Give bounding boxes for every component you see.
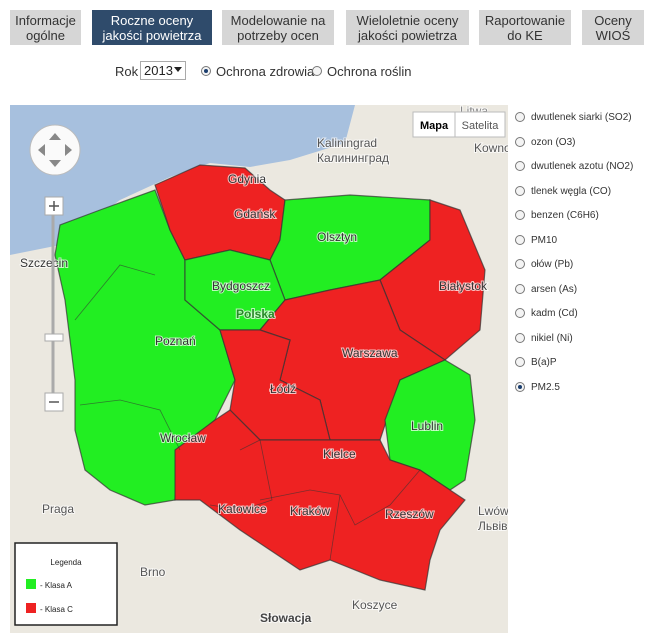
year-value: 2013 [144,63,173,78]
year-select[interactable]: 2013 [140,61,186,80]
legend-title: Legenda [50,558,82,567]
region-border [329,494,341,561]
tab-text: Informacje [15,13,76,28]
radio[interactable] [515,210,525,220]
radio[interactable] [515,259,525,269]
map-label: Gdańsk [234,207,276,221]
map-label: Lwów [478,504,508,518]
map-label: Katowice [218,502,267,516]
map-label: Poznań [155,334,196,348]
pollutant-label: nikiel (Ni) [531,332,573,344]
radio[interactable] [515,308,525,318]
radio[interactable] [515,234,525,245]
radio[interactable] [515,161,525,171]
map-label: Szczecin [20,256,68,270]
legend-swatch [26,579,36,589]
tab-text: jakości powietrza [358,28,457,43]
pollutant-label: ołów (Pb) [531,259,574,270]
tab[interactable]: Raportowanie do KE [479,10,571,45]
map-label: Kielce [323,447,356,461]
radio[interactable] [515,332,525,343]
tab-text: Oceny [594,13,632,28]
map-label: Kowno [474,141,508,155]
radio[interactable] [515,185,525,196]
pollutant-label: PM10 [531,234,558,246]
region-border [79,399,181,451]
pollutant-label: ozon (O3) [531,136,576,148]
map-label: Kraków [290,504,330,518]
region-border [209,439,273,511]
map-label: Białystok [439,279,488,293]
legend-swatch [26,603,36,613]
pollutant-label: dwutlenek azotu (NO2) [531,161,634,172]
region-border [74,264,156,321]
tab-text: Roczne oceny [110,13,194,28]
map-label: Gdynia [228,172,266,186]
map-label: Bydgoszcz [212,279,270,293]
radio[interactable] [515,112,525,122]
radio[interactable] [515,381,525,392]
tab-text: Modelowanie na [230,13,326,28]
radio-checked[interactable] [201,66,211,76]
region-border [259,469,421,526]
map-label: Warszawa [342,346,398,360]
map-label: Wrocław [160,431,206,445]
radio[interactable] [515,283,525,294]
tab-text: potrzeby ocen [237,28,319,43]
tab-text: WIOŚ [595,28,631,43]
tab-selected[interactable]: Roczne oceny jakości powietrza [92,10,212,45]
map-label: Львів [478,519,508,533]
map-label: Praga [42,502,74,516]
pan-control[interactable] [29,124,81,176]
map-label: Lublin [411,419,443,433]
map-label: Kaliningrad [317,136,377,150]
map-type-text: Satelita [462,120,500,132]
tab[interactable]: Informacje ogólne [10,10,81,45]
tab[interactable]: Wieloletnie oceny jakości powietrza [346,10,469,45]
tab-text: Wieloletnie oceny [356,13,459,28]
radio[interactable] [515,357,525,367]
map-label: Калининград [317,151,389,165]
legend-item: - Klasa A [40,581,73,590]
tab-text: Raportowanie [484,13,566,28]
legend-item: - Klasa C [40,605,73,614]
pollutant-label: arsen (As) [531,283,578,295]
pollutant-label: dwutlenek siarki (SO2) [531,112,632,123]
pollutant-label: benzen (C6H6) [531,210,599,221]
pollutant-label: PM2.5 [531,381,560,393]
option-label: Ochrona zdrowia [216,64,315,79]
region-class-c [174,409,466,591]
radio[interactable] [312,66,322,76]
map-label: Łódź [270,382,296,396]
map-type-button[interactable] [454,111,506,138]
tab-text: jakości powietrza [102,28,202,43]
map-label: Rzeszów [385,507,434,521]
pollutant-label: kadm (Cd) [531,308,578,319]
tab[interactable]: Modelowanie na potrzeby ocen [222,10,334,45]
map-label: Polska [236,307,275,321]
pollutant-label: B(a)P [531,357,557,368]
zoom-handle[interactable] [44,333,64,342]
map-type-button[interactable] [412,111,456,138]
pollutant-label: tlenek węgla (CO) [531,185,612,197]
map-label: Olsztyn [317,230,357,244]
tab-text: ogólne [25,28,66,43]
map-label: Brno [140,565,166,579]
map[interactable]: LitwaKaliningradКалининградKownoGdyniaGd… [10,105,508,633]
tab[interactable]: Oceny WIOŚ [582,10,644,45]
year-label: Rok [115,64,139,79]
map-label: Koszyce [352,598,398,612]
option-label: Ochrona roślin [327,64,412,79]
tab-text: do KE [507,28,543,43]
radio[interactable] [515,136,525,147]
map-type-text: Mapa [420,120,449,132]
map-label: Słowacja [260,611,312,625]
